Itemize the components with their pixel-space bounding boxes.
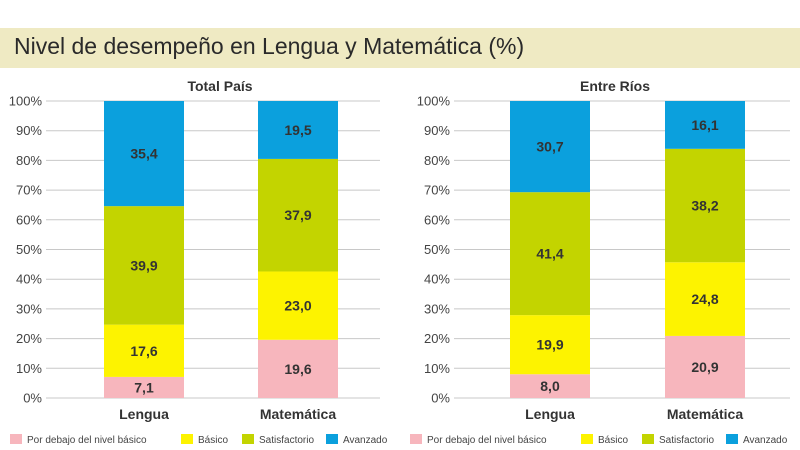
- chart-title: Entre Ríos: [580, 78, 650, 94]
- y-tick-label: 100%: [417, 94, 451, 109]
- x-tick-label: Lengua: [525, 406, 575, 422]
- bar-segment: [510, 315, 590, 375]
- data-label: 19,6: [284, 361, 311, 377]
- bar-segment: [665, 101, 745, 149]
- bar-segment: [665, 262, 745, 336]
- legend-label: Básico: [598, 435, 628, 446]
- data-label: 19,9: [536, 337, 563, 353]
- y-tick-label: 100%: [9, 94, 43, 109]
- y-tick-label: 60%: [424, 212, 450, 227]
- data-label: 41,4: [536, 246, 563, 262]
- y-tick-label: 20%: [16, 331, 42, 346]
- legend-swatch: [581, 434, 593, 444]
- y-tick-label: 50%: [16, 242, 42, 257]
- data-label: 20,9: [691, 359, 718, 375]
- legend-swatch: [410, 434, 422, 444]
- bar-segment: [258, 339, 338, 398]
- y-tick-label: 10%: [424, 361, 450, 376]
- bar-segment: [665, 148, 745, 263]
- data-label: 39,9: [130, 257, 157, 273]
- y-tick-label: 40%: [16, 272, 42, 287]
- data-label: 7,1: [134, 379, 154, 395]
- data-label: 23,0: [284, 298, 311, 314]
- legend-label: Satisfactorio: [659, 435, 714, 446]
- x-tick-label: Lengua: [119, 406, 169, 422]
- y-tick-label: 50%: [424, 242, 450, 257]
- legend-label: Básico: [198, 435, 228, 446]
- y-tick-label: 60%: [16, 212, 42, 227]
- y-tick-label: 90%: [424, 123, 450, 138]
- y-tick-label: 20%: [424, 331, 450, 346]
- y-tick-label: 40%: [424, 272, 450, 287]
- legend-swatch: [726, 434, 738, 444]
- legend-label: Satisfactorio: [259, 435, 314, 446]
- data-label: 38,2: [691, 198, 718, 214]
- x-tick-label: Matemática: [260, 406, 336, 422]
- data-label: 30,7: [536, 139, 563, 155]
- y-tick-label: 30%: [16, 301, 42, 316]
- data-label: 24,8: [691, 291, 718, 307]
- x-tick-label: Matemática: [667, 406, 743, 422]
- bar-segment: [510, 192, 590, 316]
- page-title: Nivel de desempeño en Lengua y Matemátic…: [14, 33, 525, 59]
- data-label: 35,4: [130, 146, 157, 162]
- y-tick-label: 70%: [16, 183, 42, 198]
- bar-segment: [104, 206, 184, 325]
- legend-swatch: [642, 434, 654, 444]
- bar-segment: [665, 335, 745, 398]
- header-bar: Nivel de desempeño en Lengua y Matemátic…: [0, 28, 800, 68]
- legend-label: Avanzado: [343, 435, 388, 446]
- bar-segment: [104, 324, 184, 377]
- data-label: 8,0: [540, 378, 560, 394]
- legend-swatch: [10, 434, 22, 444]
- legend-label: Avanzado: [743, 435, 788, 446]
- bar-segment: [104, 376, 184, 398]
- legend-swatch: [181, 434, 193, 444]
- bar-segment: [258, 101, 338, 159]
- y-tick-label: 30%: [424, 301, 450, 316]
- y-tick-label: 0%: [23, 391, 42, 406]
- data-label: 37,9: [284, 207, 311, 223]
- y-tick-label: 70%: [424, 183, 450, 198]
- data-label: 16,1: [691, 117, 718, 133]
- y-tick-label: 90%: [16, 123, 42, 138]
- y-tick-label: 10%: [16, 361, 42, 376]
- legend-label: Por debajo del nivel básico: [27, 435, 147, 446]
- bar-segment: [510, 374, 590, 398]
- chart-title: Total País: [187, 78, 252, 94]
- data-label: 17,6: [130, 343, 157, 359]
- y-tick-label: 0%: [431, 391, 450, 406]
- bar-segment: [258, 158, 338, 272]
- y-tick-label: 80%: [16, 153, 42, 168]
- legend-swatch: [242, 434, 254, 444]
- data-label: 19,5: [284, 122, 311, 138]
- y-tick-label: 80%: [424, 153, 450, 168]
- bar-segment: [510, 101, 590, 193]
- bar-segment: [258, 271, 338, 340]
- bar-segment: [104, 101, 184, 207]
- legend-swatch: [326, 434, 338, 444]
- legend-label: Por debajo del nivel básico: [427, 435, 547, 446]
